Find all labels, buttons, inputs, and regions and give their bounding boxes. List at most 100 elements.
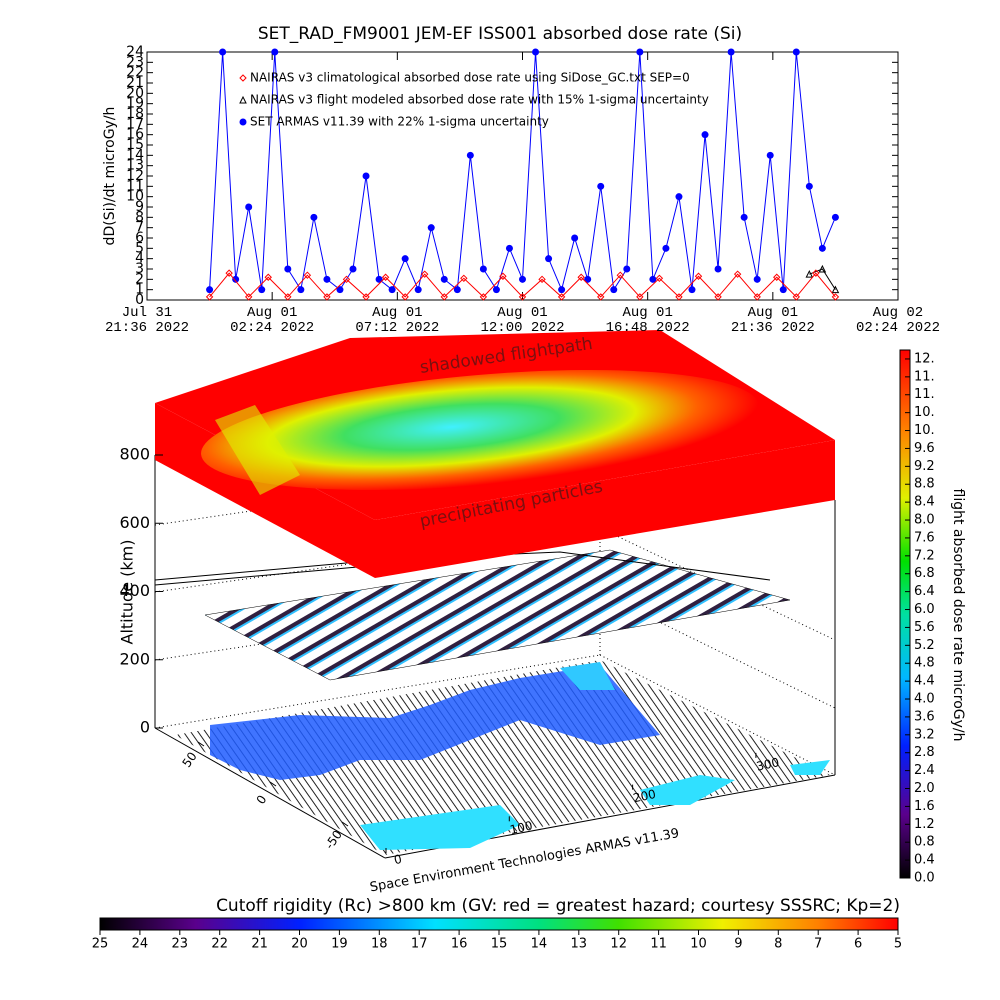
plot-frame (146, 51, 899, 301)
data-point (753, 275, 761, 283)
lon-tick-label: 200 (632, 787, 657, 805)
legend-label: SET ARMAS v11.39 with 22% 1-sigma uncert… (250, 115, 549, 129)
colorbar-tick-label: 14 (531, 937, 548, 952)
data-point (362, 172, 370, 180)
data-point (831, 285, 840, 294)
data-point (532, 48, 540, 56)
data-point (303, 271, 312, 279)
data-point (616, 271, 624, 279)
y-tick-label: 18 (126, 106, 144, 122)
colorbar-tick-label: 5.2 (914, 638, 935, 653)
colorbar-tick-label: 7 (814, 937, 822, 952)
data-point (453, 286, 461, 294)
data-point (479, 265, 487, 273)
map-layer (175, 660, 830, 855)
x-tick-label: Jul 31 21:36 2022 (104, 305, 189, 336)
data-point (727, 48, 735, 56)
colorbar-tick-label: 11 (650, 937, 667, 952)
z-tick-label: 200 (119, 649, 150, 668)
z-axis-label: Altitude (km) (118, 540, 137, 645)
data-point (206, 286, 214, 294)
colorbar-tick-label: 11. (914, 369, 935, 384)
colorbar-tick-label: 6.8 (914, 566, 935, 581)
y-tick-label: 22 (126, 65, 144, 81)
colorbar-title: Cutoff rigidity (Rc) >800 km (GV: red = … (216, 896, 900, 916)
data-point (694, 272, 703, 280)
y-tick-label: 20 (126, 85, 144, 101)
y-tick-label: 6 (135, 230, 144, 246)
lat-tick (197, 741, 205, 747)
colorbar-tick-label: 8.0 (914, 513, 935, 528)
data-point (518, 293, 527, 301)
data-point (597, 293, 605, 301)
colorbar-tick-label: 8.4 (914, 495, 935, 510)
data-point (479, 293, 488, 301)
colorbar-tick-label: 25 (92, 937, 109, 952)
lat-tick (341, 821, 349, 827)
y-tick-label: 19 (126, 96, 144, 112)
colorbar-tick-label: 10 (690, 937, 707, 952)
data-point (675, 293, 683, 301)
data-point (714, 265, 722, 273)
data-point (336, 286, 344, 294)
data-point (688, 286, 696, 294)
data-point (460, 274, 468, 283)
data-point (649, 275, 657, 283)
lon-tick-label: 100 (509, 819, 534, 837)
data-point (219, 48, 227, 56)
chart-title: SET_RAD_FM9001 JEM-EF ISS001 absorbed do… (258, 24, 742, 44)
colorbar-tick-label: 3.2 (914, 727, 935, 742)
z-tick-label: 0 (140, 718, 150, 737)
data-point (244, 293, 253, 301)
data-point (753, 293, 761, 301)
colorbar-tick-label: 6.0 (914, 602, 935, 617)
data-point (492, 286, 500, 294)
legend-symbol (239, 74, 247, 82)
data-point (597, 182, 605, 190)
colorbar-tick-label: 2.4 (914, 763, 935, 778)
data-point (818, 244, 826, 252)
lat-tick-label: 50 (179, 749, 199, 770)
x-tick-label: Aug 01 21:36 2022 (730, 305, 815, 336)
y-axis-label: dD(Si)/dt microGy/h (102, 107, 118, 246)
colorbar-tick-label: 2.8 (914, 745, 935, 760)
colorbar-tick-label: 7.6 (914, 530, 935, 545)
data-point (623, 265, 631, 273)
colorbar-tick-label: 9.2 (914, 459, 935, 474)
colorbar-title: flight absorbed dose rate microGy/h (950, 489, 966, 742)
data-point (675, 193, 683, 201)
data-point (636, 293, 644, 301)
data-point (714, 293, 722, 301)
data-point (766, 151, 774, 159)
colorbar-tick-label: 1.6 (914, 799, 935, 814)
data-point (505, 244, 513, 252)
data-point (779, 286, 787, 294)
data-point (375, 275, 383, 283)
y-tick-label: 4 (135, 251, 144, 267)
data-point (232, 275, 240, 283)
y-tick-label: 5 (135, 240, 144, 256)
data-point (440, 275, 448, 283)
z-tick-label: 600 (119, 513, 150, 532)
colorbar-tick-label: 0.4 (914, 853, 935, 868)
data-point (381, 273, 390, 281)
colorbar-tick-label: 4.0 (914, 692, 935, 707)
colorbar-tick-label: 18 (371, 937, 388, 952)
y-tick-label: 12 (126, 168, 144, 184)
data-point (284, 293, 292, 301)
data-point (310, 213, 318, 221)
series-line (209, 51, 836, 292)
data-point (421, 270, 429, 278)
data-point (831, 213, 839, 221)
y-tick-label: 10 (126, 189, 144, 205)
data-point (205, 293, 214, 301)
data-point (610, 286, 618, 294)
data-point (466, 151, 474, 159)
legend-label: NAIRAS v3 flight modeled absorbed dose r… (250, 93, 709, 107)
data-point (414, 286, 422, 294)
data-point (388, 286, 396, 294)
y-tick-label: 15 (126, 137, 144, 153)
data-point (519, 275, 526, 283)
data-point (284, 265, 292, 273)
